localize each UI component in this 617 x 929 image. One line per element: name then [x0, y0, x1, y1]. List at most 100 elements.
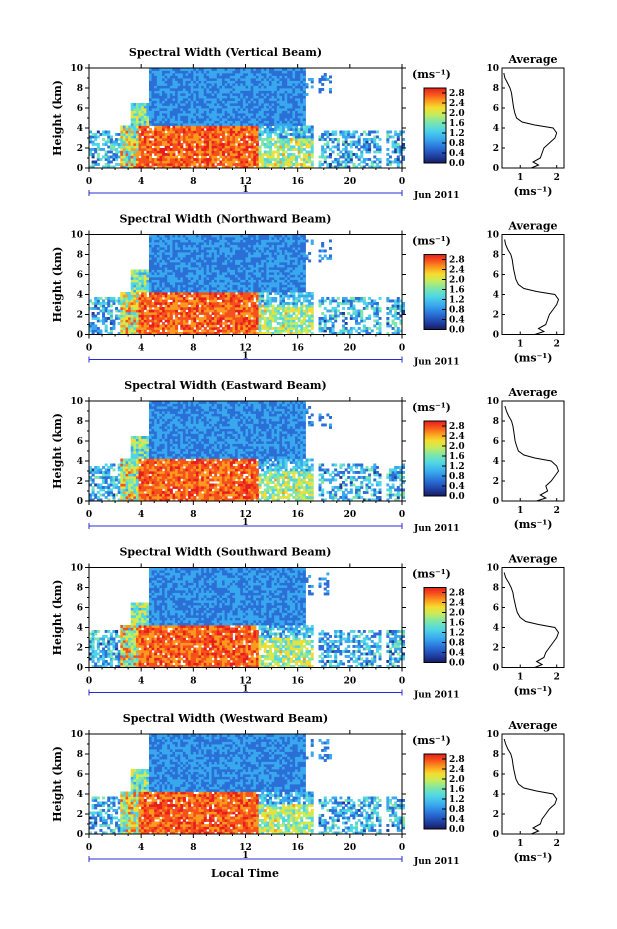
heatmap-cell [120, 312, 124, 315]
heatmap-cell [237, 130, 241, 134]
heatmap-cell [300, 133, 304, 136]
heatmap-cell [156, 115, 160, 119]
heatmap-cell [276, 118, 280, 121]
heatmap-cell [276, 108, 280, 111]
heatmap-cell [193, 257, 197, 260]
heatmap-cell [375, 135, 379, 139]
heatmap-cell [271, 110, 275, 114]
heatmap-cell [242, 242, 246, 245]
heatmap-cell [352, 133, 356, 136]
heatmap-cell [201, 317, 205, 320]
heatmap-cell [169, 148, 173, 151]
heatmap-cell [148, 242, 152, 245]
heatmap-cell [240, 88, 244, 91]
heatmap-cell [242, 312, 246, 315]
heatmap-cell [258, 95, 262, 99]
heatmap-cell [169, 269, 173, 273]
heatmap-cell [268, 143, 272, 146]
heatmap-cell [227, 150, 231, 154]
heatmap-cell [177, 294, 181, 298]
heatmap-cell [182, 133, 186, 136]
heatmap-cell [232, 269, 236, 273]
heatmap-cell [242, 150, 246, 154]
heatmap-cell [255, 317, 259, 320]
heatmap-cell [195, 309, 199, 313]
heatmap-cell [300, 158, 304, 161]
heatmap-cell [305, 135, 309, 139]
heatmap-cell [248, 73, 252, 76]
heatmap-cell [255, 70, 259, 74]
heatmap-cell [154, 287, 158, 290]
heatmap-cell [115, 307, 119, 310]
heatmap-cell [255, 120, 259, 124]
heatmap-cell [96, 302, 100, 305]
heatmap-cell [373, 140, 377, 144]
heatmap-cell [219, 113, 223, 116]
heatmap-cell [263, 90, 267, 94]
heatmap-cell [172, 297, 176, 300]
heatmap-cell [172, 327, 176, 330]
heatmap-cell [222, 282, 226, 285]
heatmap-cell [89, 307, 93, 310]
heatmap-cell [368, 133, 372, 136]
heatmap-cell [177, 282, 181, 285]
heatmap-cell [232, 88, 236, 91]
heatmap-cell [240, 299, 244, 303]
heatmap-cell [193, 130, 197, 134]
heatmap-cell [237, 264, 241, 268]
heatmap-cell [177, 85, 181, 89]
heatmap-cell [182, 249, 186, 253]
heatmap-cell [151, 294, 155, 298]
heatmap-cell [94, 150, 98, 154]
heatmap-cell [172, 93, 176, 96]
heatmap-cell [182, 287, 186, 290]
heatmap-cell [180, 130, 184, 134]
heatmap-cell [261, 140, 265, 144]
heatmap-cell [224, 239, 228, 243]
heatmap-cell [229, 113, 233, 116]
heatmap-cell [208, 249, 212, 253]
heatmap-cell [240, 110, 244, 114]
heatmap-cell [352, 135, 356, 139]
heatmap-cell [208, 324, 212, 328]
heatmap-cell [242, 95, 246, 99]
heatmap-cell [201, 165, 205, 169]
heatmap-cell [148, 160, 152, 164]
heatmap-cell [237, 312, 241, 315]
heatmap-cell [185, 130, 189, 134]
heatmap-cell [258, 70, 262, 74]
heatmap-cell [232, 257, 236, 260]
heatmap-cell [185, 329, 189, 333]
heatmap-cell [159, 138, 163, 141]
heatmap-cell [185, 153, 189, 156]
heatmap-cell [185, 138, 189, 141]
heatmap-cell [365, 163, 369, 166]
heatmap-cell [276, 90, 280, 94]
heatmap-cell [245, 264, 249, 268]
heatmap-cell [156, 277, 160, 280]
heatmap-cell [292, 68, 296, 71]
heatmap-cell [151, 282, 155, 285]
heatmap-cell [169, 68, 173, 71]
heatmap-cell [242, 267, 246, 270]
heatmap-cell [143, 113, 147, 116]
heatmap-cell [211, 98, 215, 101]
heatmap-cell [96, 312, 100, 315]
heatmap-cell [284, 130, 288, 134]
heatmap-cell [248, 264, 252, 268]
heatmap-cell [250, 85, 254, 89]
heatmap-cell [248, 237, 252, 240]
heatmap-cell [198, 88, 202, 91]
heatmap-cell [190, 242, 194, 245]
heatmap-cell [302, 135, 306, 139]
heatmap-cell [232, 297, 236, 300]
heatmap-cell [227, 158, 231, 161]
heatmap-cell [130, 118, 134, 121]
average-y-tick-label: 10 [486, 64, 499, 74]
heatmap-cell [255, 98, 259, 101]
heatmap-cell [190, 110, 194, 114]
heatmap-cell [128, 133, 132, 136]
heatmap-cell [250, 128, 254, 131]
heatmap-cell [287, 68, 291, 71]
heatmap-cell [222, 78, 226, 81]
